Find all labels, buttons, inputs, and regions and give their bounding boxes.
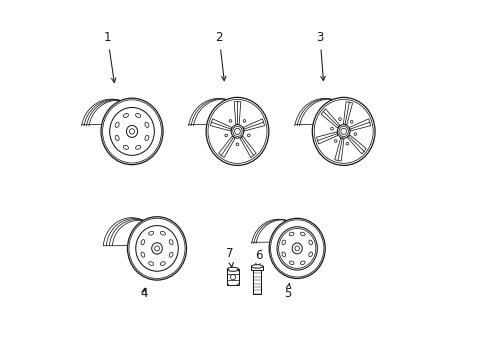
Ellipse shape	[205, 97, 268, 166]
Polygon shape	[349, 119, 370, 131]
Ellipse shape	[169, 240, 173, 244]
Ellipse shape	[136, 226, 178, 271]
Ellipse shape	[337, 125, 349, 138]
Polygon shape	[234, 102, 240, 124]
Text: 3: 3	[316, 31, 325, 81]
Bar	[251, 266, 263, 270]
Polygon shape	[210, 119, 231, 131]
Polygon shape	[316, 132, 337, 144]
Ellipse shape	[312, 97, 374, 166]
Ellipse shape	[123, 113, 128, 117]
Ellipse shape	[115, 135, 119, 141]
Ellipse shape	[141, 252, 144, 257]
Ellipse shape	[115, 122, 119, 127]
Ellipse shape	[268, 218, 325, 279]
Polygon shape	[321, 109, 339, 128]
Polygon shape	[243, 119, 264, 131]
Ellipse shape	[169, 252, 173, 257]
Polygon shape	[343, 102, 352, 125]
Text: 1: 1	[104, 31, 116, 82]
Ellipse shape	[282, 240, 285, 245]
Ellipse shape	[151, 243, 162, 254]
Ellipse shape	[123, 145, 128, 149]
Bar	[253, 266, 260, 294]
Ellipse shape	[289, 232, 293, 236]
Ellipse shape	[160, 262, 165, 265]
Polygon shape	[347, 135, 366, 154]
Ellipse shape	[144, 135, 148, 141]
Ellipse shape	[144, 122, 148, 127]
Ellipse shape	[251, 265, 263, 268]
Ellipse shape	[308, 240, 312, 245]
Ellipse shape	[276, 227, 317, 270]
Ellipse shape	[227, 267, 238, 271]
Polygon shape	[218, 136, 234, 158]
Ellipse shape	[109, 107, 154, 156]
Ellipse shape	[101, 98, 163, 165]
Text: 6: 6	[255, 249, 262, 268]
Ellipse shape	[135, 113, 141, 117]
Ellipse shape	[160, 231, 165, 235]
Ellipse shape	[148, 262, 153, 265]
Ellipse shape	[308, 252, 312, 257]
Ellipse shape	[289, 261, 293, 265]
Text: 2: 2	[215, 31, 225, 81]
Ellipse shape	[291, 243, 302, 254]
Ellipse shape	[231, 125, 243, 138]
Ellipse shape	[282, 252, 285, 257]
Text: 7: 7	[226, 247, 233, 267]
Bar	[227, 269, 238, 285]
Ellipse shape	[300, 232, 305, 236]
Ellipse shape	[148, 231, 153, 235]
Ellipse shape	[141, 240, 144, 244]
Ellipse shape	[126, 125, 137, 138]
Text: 4: 4	[140, 287, 147, 300]
Ellipse shape	[135, 145, 141, 149]
Polygon shape	[240, 136, 256, 158]
Ellipse shape	[300, 261, 305, 265]
Polygon shape	[334, 138, 343, 161]
Text: 5: 5	[284, 284, 291, 300]
Ellipse shape	[127, 217, 186, 280]
